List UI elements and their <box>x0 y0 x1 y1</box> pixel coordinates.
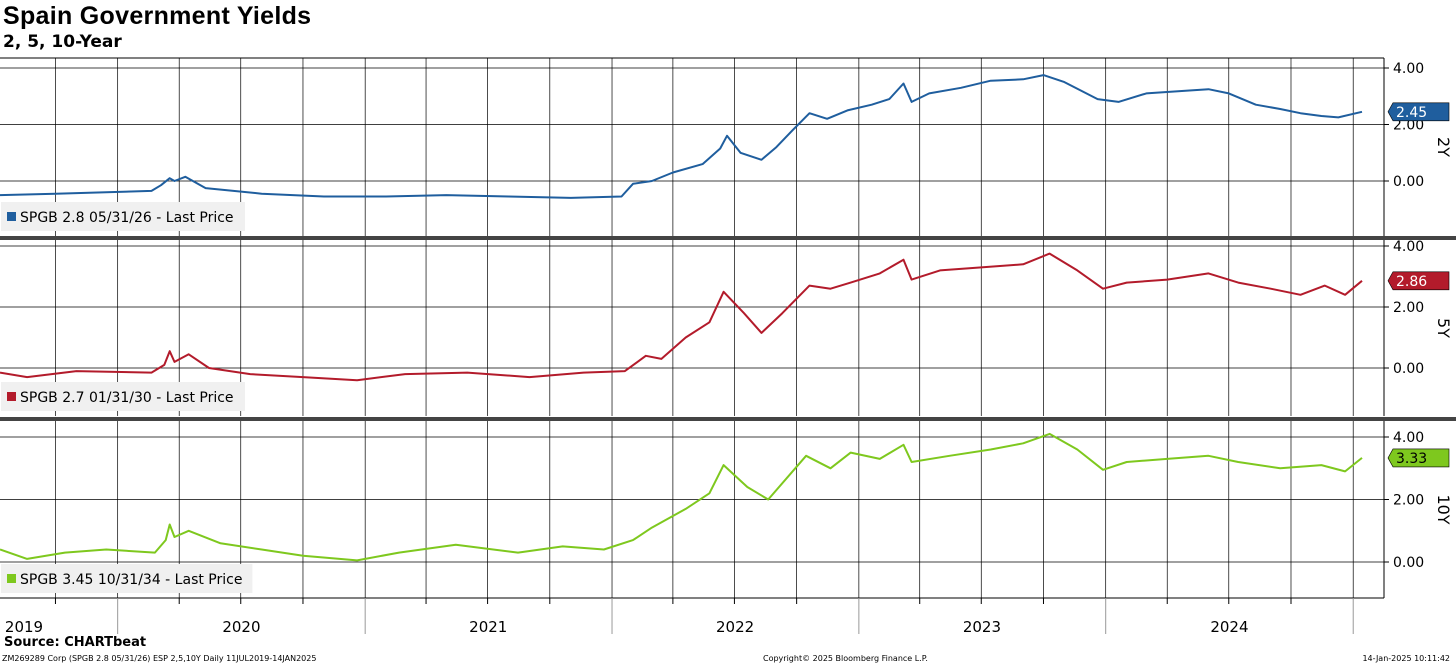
y-tick-label: 0.00 <box>1393 174 1424 190</box>
y-tick-label: 2.00 <box>1393 300 1424 316</box>
legend-box <box>1 382 245 411</box>
last-value-label: 3.33 <box>1396 451 1427 467</box>
legend-swatch <box>7 392 16 401</box>
legend-label: SPGB 3.45 10/31/34 - Last Price <box>20 572 242 588</box>
footer-ticker-info: ZM269289 Corp (SPGB 2.8 05/31/26) ESP 2,… <box>2 654 317 663</box>
axis-label-2Y: 2Y <box>1434 137 1453 157</box>
y-tick-label: 4.00 <box>1393 239 1424 255</box>
last-value-label: 2.45 <box>1396 105 1427 121</box>
y-tick-label: 0.00 <box>1393 555 1424 571</box>
legend-swatch <box>7 574 16 583</box>
footer-copyright: Copyright© 2025 Bloomberg Finance L.P. <box>763 654 928 663</box>
y-tick-label: 0.00 <box>1393 361 1424 377</box>
chart-subtitle: 2, 5, 10-Year <box>3 32 122 52</box>
axis-label-5Y: 5Y <box>1434 318 1453 338</box>
legend-box <box>1 202 245 231</box>
x-tick-label: 2022 <box>716 618 754 636</box>
last-value-badge <box>1387 102 1450 122</box>
axis-label-10Y: 10Y <box>1434 494 1453 524</box>
x-tick-label: 2024 <box>1210 618 1248 636</box>
x-tick-label: 2021 <box>469 618 507 636</box>
y-tick-label: 4.00 <box>1393 61 1424 77</box>
legend-box <box>1 564 253 593</box>
last-value-badge <box>1387 448 1450 468</box>
series-line-10Y <box>0 432 1363 562</box>
last-value-badge <box>1387 271 1450 291</box>
legend-label: SPGB 2.7 01/31/30 - Last Price <box>20 390 234 406</box>
panel-separator <box>0 417 1456 421</box>
x-tick-label: 2023 <box>963 618 1001 636</box>
x-tick-label: 2019 <box>5 618 43 636</box>
y-tick-label: 2.00 <box>1393 493 1424 509</box>
panel-separator <box>0 236 1456 240</box>
y-tick-label: 2.00 <box>1393 118 1424 134</box>
last-value-label: 2.86 <box>1396 274 1427 290</box>
series-line-5Y <box>0 252 1363 382</box>
footer-timestamp: 14-Jan-2025 10:11:42 <box>1362 654 1450 663</box>
y-tick-label: 4.00 <box>1393 430 1424 446</box>
chart-title: Spain Government Yields <box>3 2 312 30</box>
source-note: Source: CHARTbeat <box>4 635 147 650</box>
legend-label: SPGB 2.8 05/31/26 - Last Price <box>20 210 234 226</box>
legend-swatch <box>7 212 16 221</box>
series-line-2Y <box>0 74 1363 199</box>
x-tick-label: 2020 <box>222 618 260 636</box>
